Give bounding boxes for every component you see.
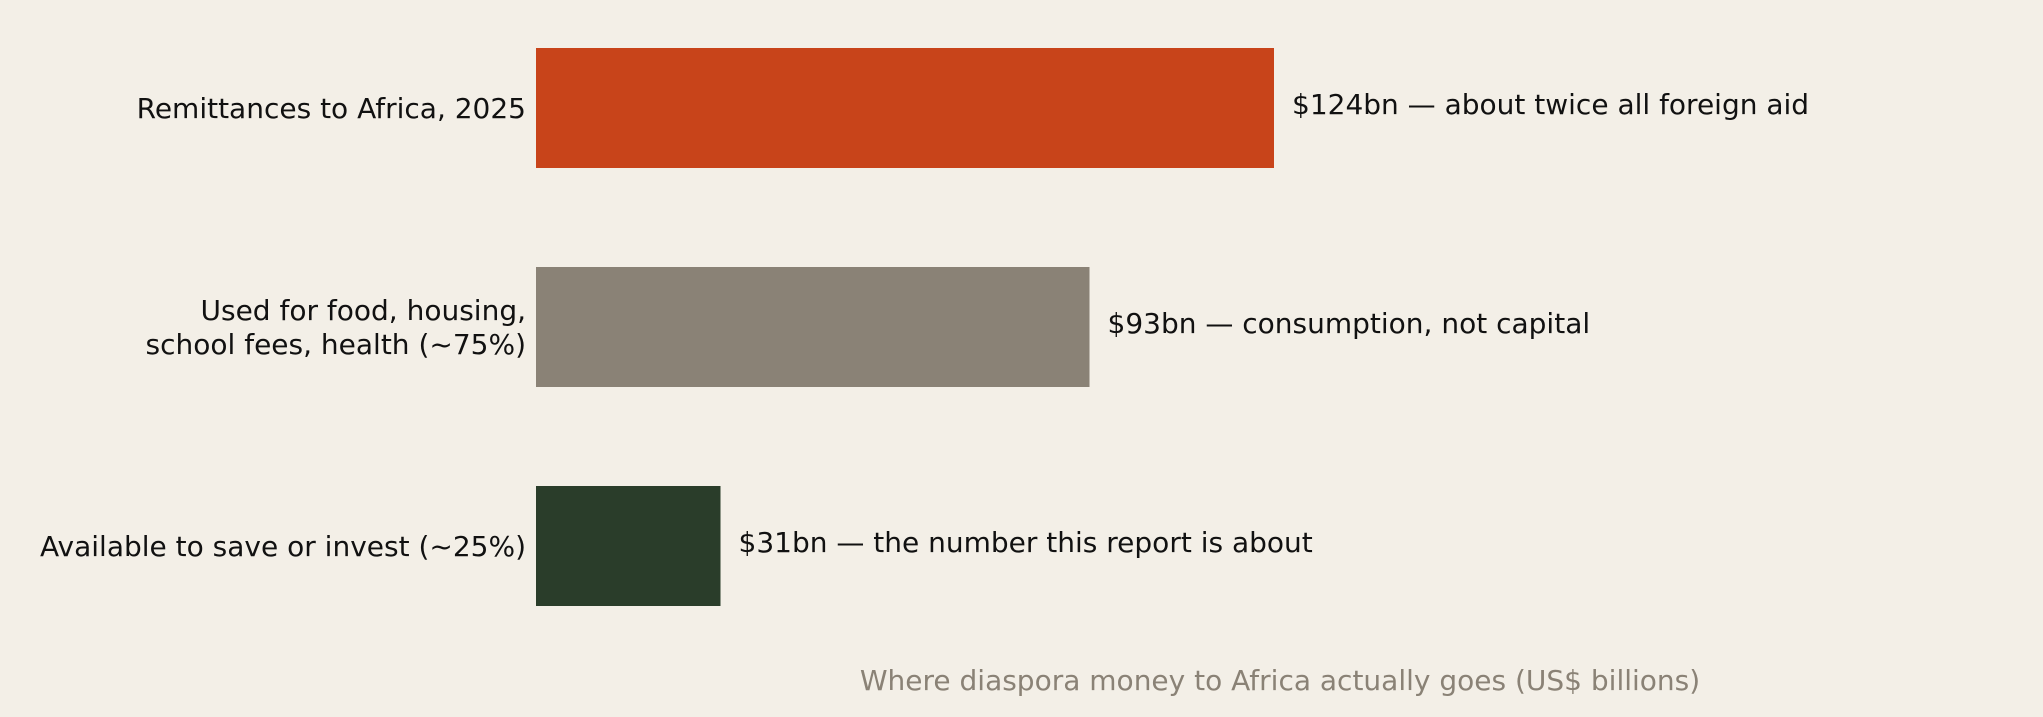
bar [536,486,721,606]
category-label: Available to save or invest (~25%) [40,530,526,563]
value-label: $93bn — consumption, not capital [1108,307,1591,340]
chart-title: Where diaspora money to Africa actually … [860,664,1700,697]
value-label: $124bn — about twice all foreign aid [1292,88,1809,121]
value-label: $31bn — the number this report is about [739,526,1313,559]
bar [536,48,1274,168]
bar [536,267,1090,387]
category-label: Used for food, housing, school fees, heal… [146,294,526,361]
category-label: Remittances to Africa, 2025 [137,92,526,125]
